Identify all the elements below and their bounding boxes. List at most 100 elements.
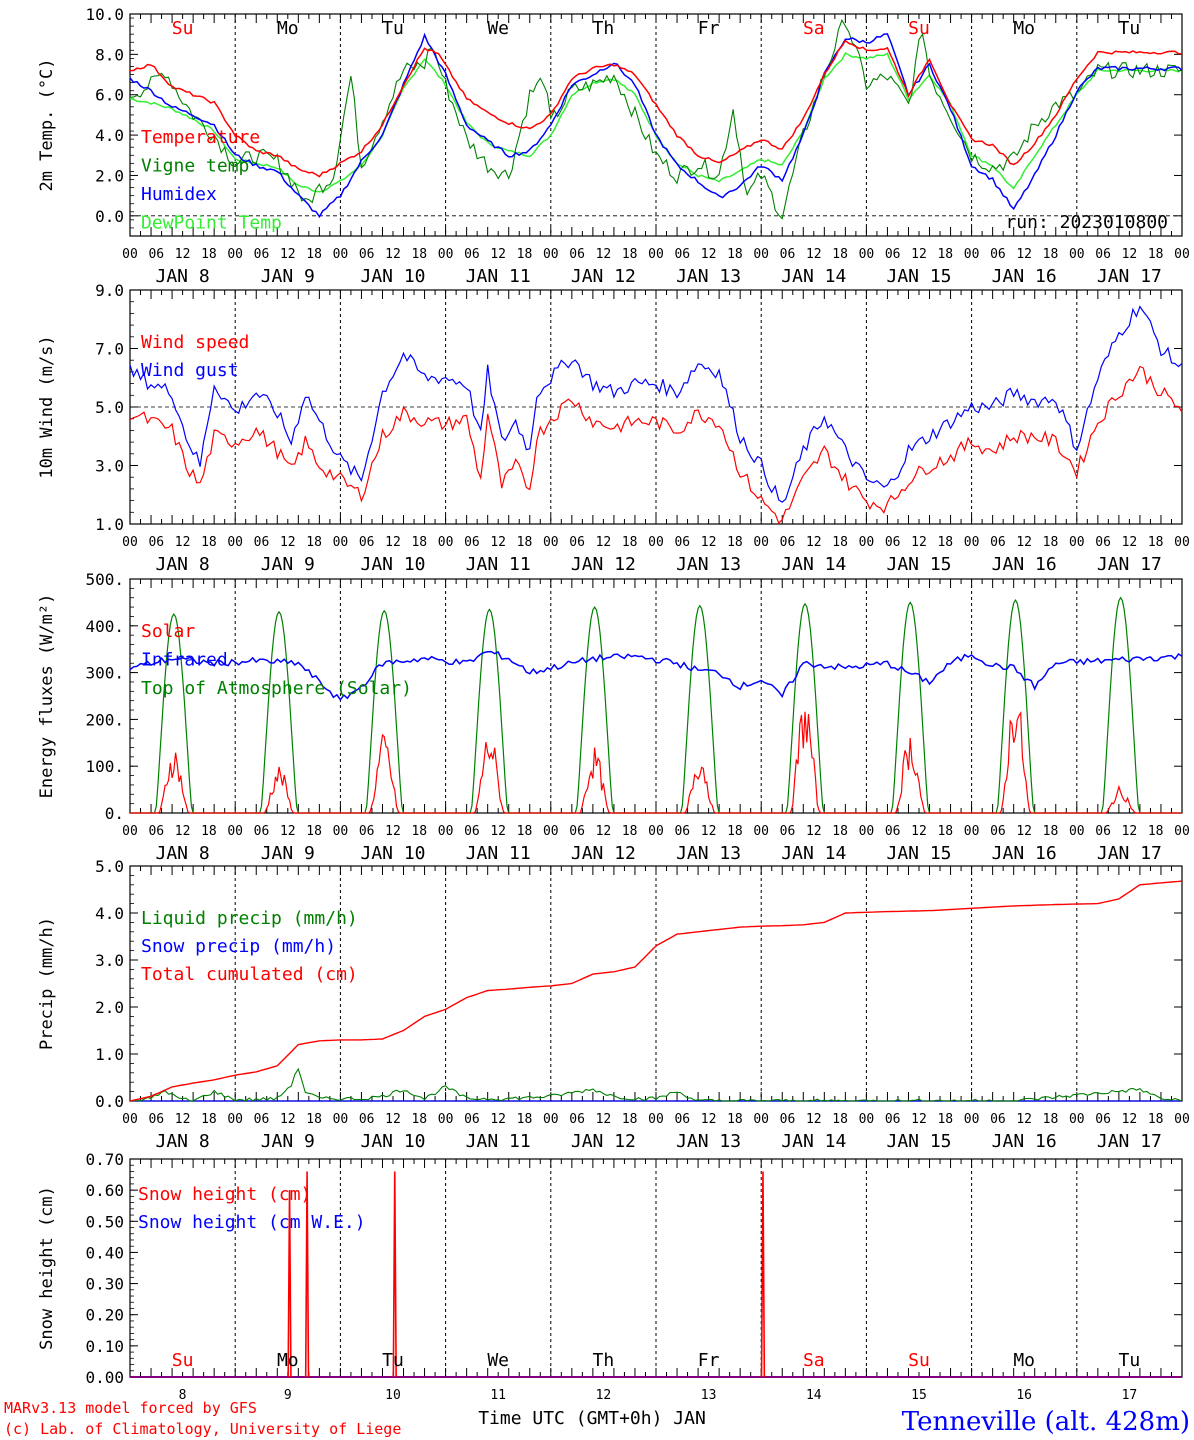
weekday-label: Fr [698, 1350, 720, 1371]
hour-tick-label: 18 [517, 535, 533, 550]
hour-tick-label: 18 [937, 535, 953, 550]
wind-y-axis-title: 10m Wind (m/s) [37, 335, 57, 478]
y-tick-label: 100. [85, 757, 124, 776]
day-number-label: 11 [490, 1388, 506, 1403]
hour-tick-label: 06 [569, 535, 585, 550]
y-tick-label: 500. [85, 570, 124, 589]
hour-tick-label: 06 [148, 535, 164, 550]
weekday-label: Fr [698, 18, 720, 39]
hour-tick-label: 18 [306, 1112, 322, 1127]
hour-tick-label: 18 [832, 535, 848, 550]
hour-tick-label: 12 [490, 535, 506, 550]
hour-tick-label: 12 [175, 1112, 191, 1127]
date-label: JAN 17 [1097, 554, 1162, 575]
date-label: JAN 12 [571, 1131, 636, 1152]
hour-tick-label: 18 [1043, 824, 1059, 839]
y-tick-label: 0.0 [95, 1092, 124, 1111]
credit-line-2: (c) Lab. of Climatology, University of L… [4, 1420, 401, 1438]
date-label: JAN 13 [676, 554, 741, 575]
series-line [130, 39, 1182, 178]
hour-tick-label: 00 [753, 247, 769, 262]
hour-tick-label: 12 [1122, 824, 1138, 839]
hour-tick-label: 06 [148, 824, 164, 839]
hour-tick-label: 06 [254, 824, 270, 839]
temp-y-axis-title: 2m Temp. (°C) [37, 58, 57, 191]
hour-tick-label: 18 [727, 1112, 743, 1127]
date-label: JAN 9 [261, 554, 315, 575]
date-label: JAN 8 [156, 1131, 210, 1152]
hour-tick-label: 06 [990, 824, 1006, 839]
date-label: JAN 12 [571, 266, 636, 287]
hour-tick-label: 18 [727, 247, 743, 262]
legend-entry: Top of Atmosphere (Solar) [141, 678, 412, 699]
y-tick-label: 3.0 [95, 457, 124, 476]
date-label: JAN 13 [676, 843, 741, 864]
weekday-label: Mo [1013, 1350, 1035, 1371]
y-tick-label: 2.0 [95, 166, 124, 185]
snow-y-axis-title: Snow height (cm) [37, 1186, 57, 1350]
hour-tick-label: 12 [175, 535, 191, 550]
hour-tick-label: 18 [201, 535, 217, 550]
snow-panel: 0.70 0.60 0.50 0.40 0.30 0.20 0.10 0.00 Snow hei… [37, 1150, 1183, 1403]
hour-tick-label: 12 [1016, 535, 1032, 550]
hour-tick-label: 06 [569, 1112, 585, 1127]
legend-entry: Vigne temp [141, 156, 249, 177]
hour-tick-label: 06 [569, 824, 585, 839]
hour-tick-label: 12 [701, 535, 717, 550]
series-line [130, 51, 1182, 193]
hour-tick-label: 18 [517, 1112, 533, 1127]
date-label: JAN 15 [886, 266, 951, 287]
hour-tick-label: 12 [806, 247, 822, 262]
hour-tick-label: 00 [964, 247, 980, 262]
day-number-label: 13 [701, 1388, 717, 1403]
hour-tick-label: 18 [306, 535, 322, 550]
y-tick-label: 0.20 [85, 1306, 124, 1325]
hour-tick-label: 00 [859, 535, 875, 550]
hour-tick-label: 12 [701, 247, 717, 262]
hour-tick-label: 12 [596, 535, 612, 550]
hour-tick-label: 18 [937, 247, 953, 262]
weekday-label: Mo [277, 1350, 299, 1371]
hour-tick-label: 12 [911, 824, 927, 839]
snow-spike [304, 1171, 310, 1378]
date-label: JAN 13 [676, 266, 741, 287]
hour-tick-label: 18 [1148, 247, 1164, 262]
weekday-label: Su [908, 1350, 930, 1371]
y-tick-label: 9.0 [95, 281, 124, 300]
y-tick-label: 5.0 [95, 398, 124, 417]
y-tick-label: 0.70 [85, 1150, 124, 1169]
hour-tick-label: 00 [333, 247, 349, 262]
hour-tick-label: 00 [648, 1112, 664, 1127]
hour-tick-label: 18 [201, 1112, 217, 1127]
weekday-label: Th [593, 1350, 615, 1371]
hour-tick-label: 18 [727, 535, 743, 550]
y-tick-label: 4.0 [95, 126, 124, 145]
hour-tick-label: 12 [385, 247, 401, 262]
date-label: JAN 8 [156, 554, 210, 575]
hour-tick-label: 06 [674, 247, 690, 262]
date-label: JAN 16 [992, 843, 1057, 864]
date-label: JAN 15 [886, 554, 951, 575]
y-tick-label: 0.30 [85, 1275, 124, 1294]
date-label: JAN 17 [1097, 1131, 1162, 1152]
weekday-label: Sa [803, 1350, 825, 1371]
hour-tick-label: 12 [1122, 1112, 1138, 1127]
hour-tick-label: 18 [411, 1112, 427, 1127]
legend-entry: Wind gust [141, 360, 239, 381]
hour-tick-label: 06 [990, 1112, 1006, 1127]
hour-tick-label: 18 [411, 824, 427, 839]
weekday-label: We [487, 1350, 509, 1371]
hour-tick-label: 18 [1148, 1112, 1164, 1127]
hour-tick-label: 18 [411, 247, 427, 262]
series-line [129, 365, 1183, 525]
hour-tick-label: 00 [122, 824, 138, 839]
hour-tick-label: 12 [701, 1112, 717, 1127]
credit-line-1: MARv3.13 model forced by GFS [4, 1399, 257, 1417]
date-label: JAN 17 [1097, 266, 1162, 287]
legend-entry: Snow height (cm W.E.) [138, 1212, 366, 1233]
hour-tick-label: 12 [385, 535, 401, 550]
series-line [129, 650, 1183, 701]
hour-tick-label: 00 [964, 1112, 980, 1127]
weekday-label: Tu [382, 1350, 404, 1371]
weekday-label: We [487, 18, 509, 39]
